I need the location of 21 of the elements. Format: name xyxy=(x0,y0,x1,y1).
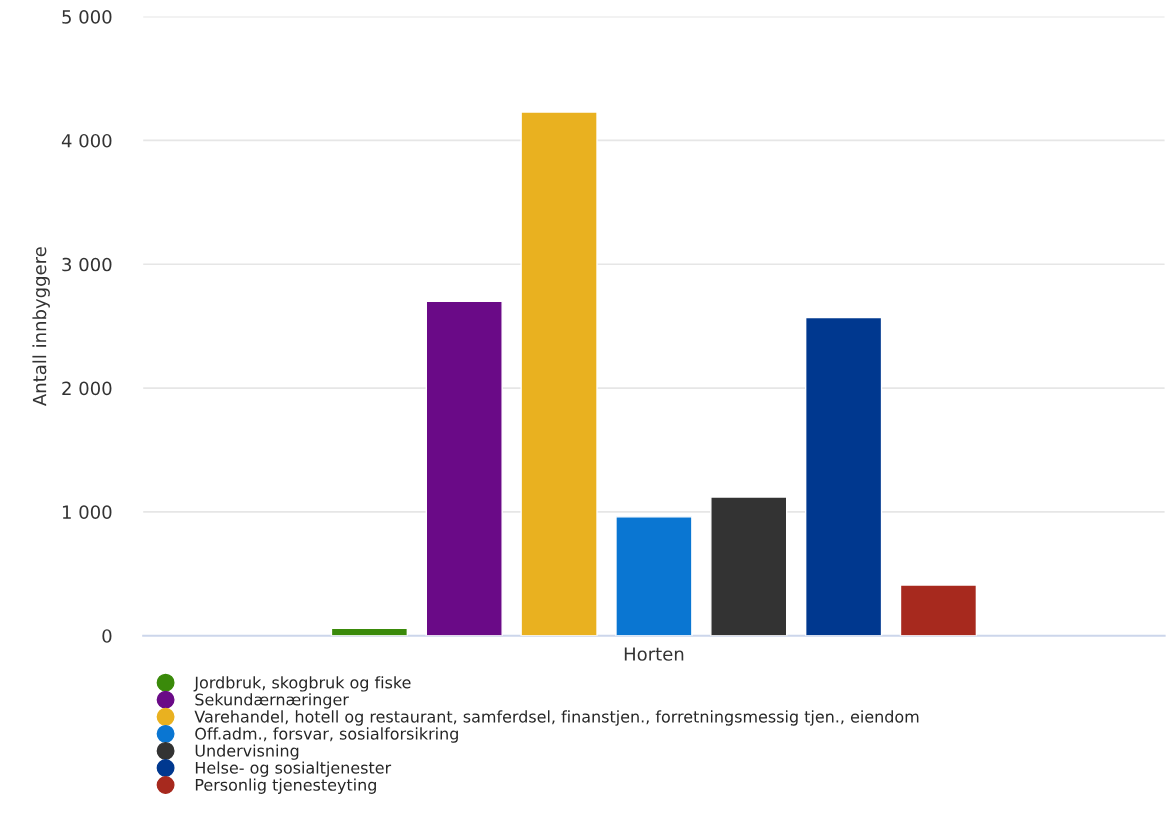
legend-label: Varehandel, hotell og restaurant, samferdsel, finanstjen., forretningsmessig tjen., eiendom xyxy=(194,710,919,726)
y-tick-label: 5 000 xyxy=(62,10,112,24)
bar xyxy=(520,111,598,636)
y-axis-title: Antall innbyggere xyxy=(32,247,50,406)
x-tick-label: Horten xyxy=(624,647,684,661)
bar xyxy=(615,516,693,636)
y-tick-label: 3 000 xyxy=(62,257,112,272)
legend-label: Jordbruk, skogbruk og fiske xyxy=(193,676,411,692)
bar xyxy=(425,300,503,636)
y-tick-label: 2 000 xyxy=(62,381,112,396)
bar xyxy=(899,584,978,636)
y-tick-label: 0 xyxy=(102,629,112,643)
y-tick-label: 4 000 xyxy=(61,133,112,148)
legend-label: Personlig tjenesteyting xyxy=(195,778,376,794)
y-tick-label: 1 000 xyxy=(62,505,112,520)
legend-label: Helse- og sosialtjenester xyxy=(195,761,392,777)
bar xyxy=(710,496,788,636)
legend-label: Off.adm., forsvar, sosialforsikring xyxy=(195,727,458,743)
bar xyxy=(804,316,883,636)
legend-label: Sekundærnæringer xyxy=(195,693,349,709)
legend-label: Undervisning xyxy=(195,744,299,760)
